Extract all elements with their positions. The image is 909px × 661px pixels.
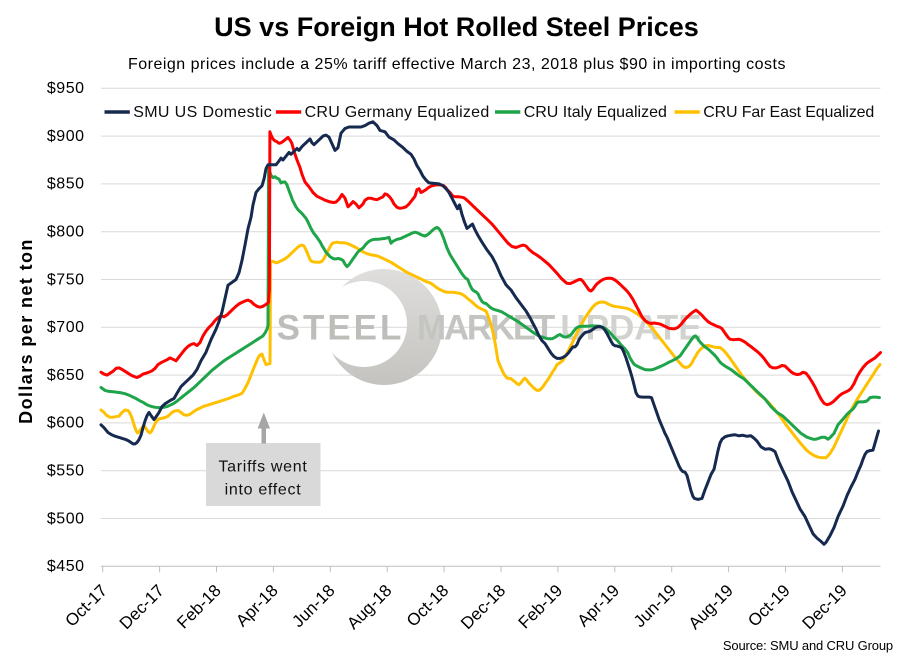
svg-text:$650: $650 <box>47 367 85 384</box>
svg-text:$750: $750 <box>47 271 85 288</box>
svg-text:STEEL: STEEL <box>277 309 405 348</box>
svg-text:Foreign prices include a 25% t: Foreign prices include a 25% tariff effe… <box>128 56 786 73</box>
svg-text:$800: $800 <box>47 224 85 241</box>
svg-text:US vs Foreign Hot Rolled Steel: US vs Foreign Hot Rolled Steel Prices <box>214 12 699 42</box>
svg-text:$600: $600 <box>47 415 85 432</box>
svg-text:CRU Germany Equalized: CRU Germany Equalized <box>305 104 490 121</box>
svg-text:$950: $950 <box>47 80 85 97</box>
svg-text:$450: $450 <box>47 558 85 575</box>
svg-text:$900: $900 <box>47 128 85 145</box>
svg-text:Source: SMU and CRU Group: Source: SMU and CRU Group <box>723 638 893 653</box>
svg-text:CRU Italy Equalized: CRU Italy Equalized <box>524 104 667 121</box>
svg-text:SMU US Domestic: SMU US Domestic <box>133 104 272 121</box>
svg-text:Tariffs went: Tariffs went <box>218 459 307 476</box>
svg-text:$850: $850 <box>47 176 85 193</box>
svg-text:$700: $700 <box>47 319 85 336</box>
svg-text:$500: $500 <box>47 510 85 527</box>
svg-text:into effect: into effect <box>225 482 302 499</box>
svg-text:UPDATE: UPDATE <box>560 309 701 348</box>
svg-text:Dollars per net ton: Dollars per net ton <box>16 238 36 424</box>
svg-text:$550: $550 <box>47 463 85 480</box>
svg-text:CRU Far East Equalized: CRU Far East Equalized <box>703 104 874 121</box>
